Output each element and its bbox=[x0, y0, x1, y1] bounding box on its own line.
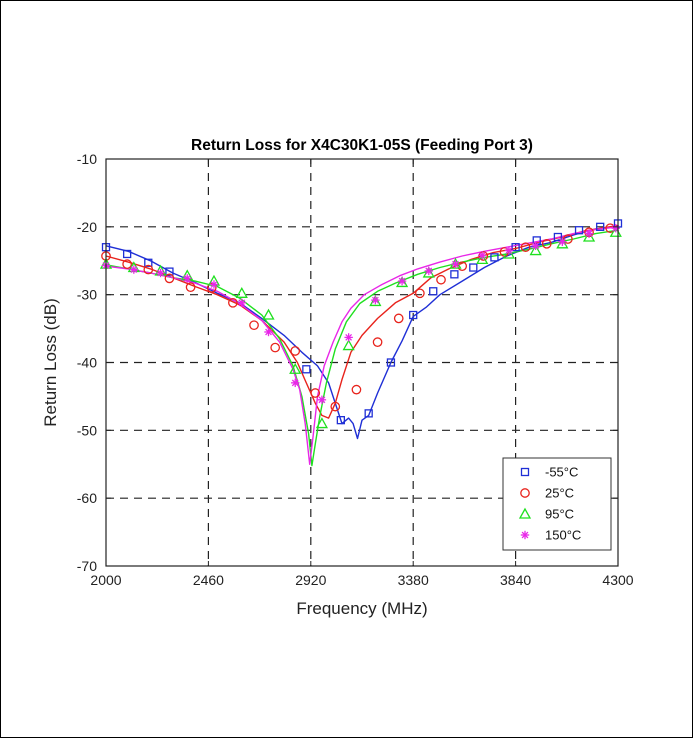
legend-marker bbox=[520, 530, 530, 540]
series-2-point bbox=[330, 401, 341, 412]
series-2-point bbox=[228, 297, 238, 308]
series-2-point bbox=[143, 264, 154, 275]
legend-marker bbox=[520, 488, 530, 498]
series-2-point bbox=[520, 242, 531, 253]
series-2-point bbox=[185, 282, 196, 293]
series-1-point bbox=[336, 416, 346, 425]
series-3-point bbox=[342, 339, 355, 351]
y-tick-label: -60 bbox=[77, 490, 97, 506]
x-tick-label: 2920 bbox=[295, 572, 326, 588]
series-line-1 bbox=[105, 226, 619, 440]
series-4-point bbox=[183, 274, 192, 283]
series-3-point bbox=[235, 286, 248, 298]
legend-label: 25°C bbox=[545, 486, 574, 501]
series-1-point bbox=[596, 222, 605, 231]
series-4-point bbox=[237, 298, 246, 308]
series-3-point bbox=[289, 362, 302, 374]
x-tick-label: 3380 bbox=[398, 572, 429, 588]
series-3-point bbox=[315, 417, 329, 429]
series-4-point bbox=[611, 223, 620, 233]
series-4-point bbox=[156, 268, 165, 278]
series-4-point bbox=[264, 327, 273, 337]
legend-marker bbox=[518, 507, 532, 519]
legend-label: 95°C bbox=[545, 507, 574, 522]
series-3-point bbox=[262, 308, 275, 320]
series-2-point bbox=[122, 259, 132, 269]
series-3-point bbox=[395, 276, 409, 288]
series-4-point bbox=[291, 378, 300, 388]
series-1-point bbox=[511, 243, 520, 252]
series-2-point bbox=[436, 274, 446, 285]
series-4-point bbox=[558, 237, 567, 246]
series-2-point bbox=[415, 288, 425, 299]
series-3-point bbox=[369, 295, 382, 307]
series-1-point bbox=[469, 263, 478, 272]
series-4-point bbox=[129, 265, 139, 274]
series-4-point bbox=[209, 280, 219, 289]
x-tick-label: 2000 bbox=[90, 572, 121, 588]
series-2-point bbox=[393, 313, 404, 324]
series-3-point bbox=[476, 253, 489, 265]
series-4-point bbox=[317, 395, 327, 405]
series-3-point bbox=[556, 237, 569, 249]
series-4-point bbox=[504, 246, 514, 255]
series-2-point bbox=[164, 273, 175, 284]
series-4-point bbox=[397, 276, 407, 286]
series-1-point bbox=[144, 258, 153, 267]
series-4-point bbox=[451, 259, 460, 269]
legend-label: 150°C bbox=[545, 528, 581, 543]
series-1-point bbox=[302, 365, 311, 374]
y-axis-label: Return Loss (dB) bbox=[41, 298, 60, 427]
series-2-point bbox=[270, 342, 281, 353]
series-2-point bbox=[372, 337, 383, 347]
series-3-point bbox=[422, 266, 435, 278]
series-1-point bbox=[553, 232, 563, 242]
series-4-point bbox=[584, 229, 594, 238]
series-1-point bbox=[490, 253, 499, 262]
series-1-point bbox=[409, 310, 418, 320]
series-1-point bbox=[574, 226, 584, 235]
series-1-point bbox=[122, 249, 132, 259]
series-2-point bbox=[290, 346, 301, 356]
series-4-point bbox=[344, 333, 353, 342]
y-tick-label: -70 bbox=[77, 558, 97, 574]
x-tick-label: 2460 bbox=[193, 572, 224, 588]
series-2-point bbox=[563, 234, 573, 244]
series-2-point bbox=[351, 384, 362, 395]
series-2-point bbox=[478, 251, 489, 261]
legend: -55°C 25°C 95°C 150°C bbox=[502, 457, 612, 551]
chart-title: Return Loss for X4C30K1-05S (Feeding Por… bbox=[191, 137, 533, 154]
series-1-point bbox=[386, 358, 396, 367]
series-2-point bbox=[249, 320, 259, 331]
series-2-point bbox=[541, 238, 552, 249]
series-3-point bbox=[529, 244, 542, 256]
y-tick-label: -50 bbox=[77, 422, 97, 438]
y-tick-label: -30 bbox=[77, 287, 97, 303]
series-1-point bbox=[364, 409, 373, 418]
series-4-point bbox=[478, 251, 487, 260]
series-4-point bbox=[371, 295, 380, 305]
series-1-point bbox=[450, 270, 459, 279]
series-4-point bbox=[424, 266, 433, 276]
series-2-point bbox=[310, 388, 321, 398]
y-tick-label: -20 bbox=[77, 219, 97, 235]
series-line-2 bbox=[105, 224, 619, 419]
series-4-point bbox=[531, 241, 540, 251]
y-tick-label: -40 bbox=[77, 355, 97, 371]
series-1-point bbox=[165, 267, 174, 276]
y-tick-label: -10 bbox=[77, 151, 97, 167]
series-2-point bbox=[206, 283, 217, 293]
x-tick-label: 4300 bbox=[602, 572, 633, 588]
legend-marker bbox=[520, 467, 530, 477]
legend-label: -55°C bbox=[545, 465, 578, 480]
x-axis-label: Frequency (MHz) bbox=[296, 599, 427, 618]
series-1-point bbox=[429, 287, 438, 296]
x-tick-label: 3840 bbox=[500, 572, 531, 588]
